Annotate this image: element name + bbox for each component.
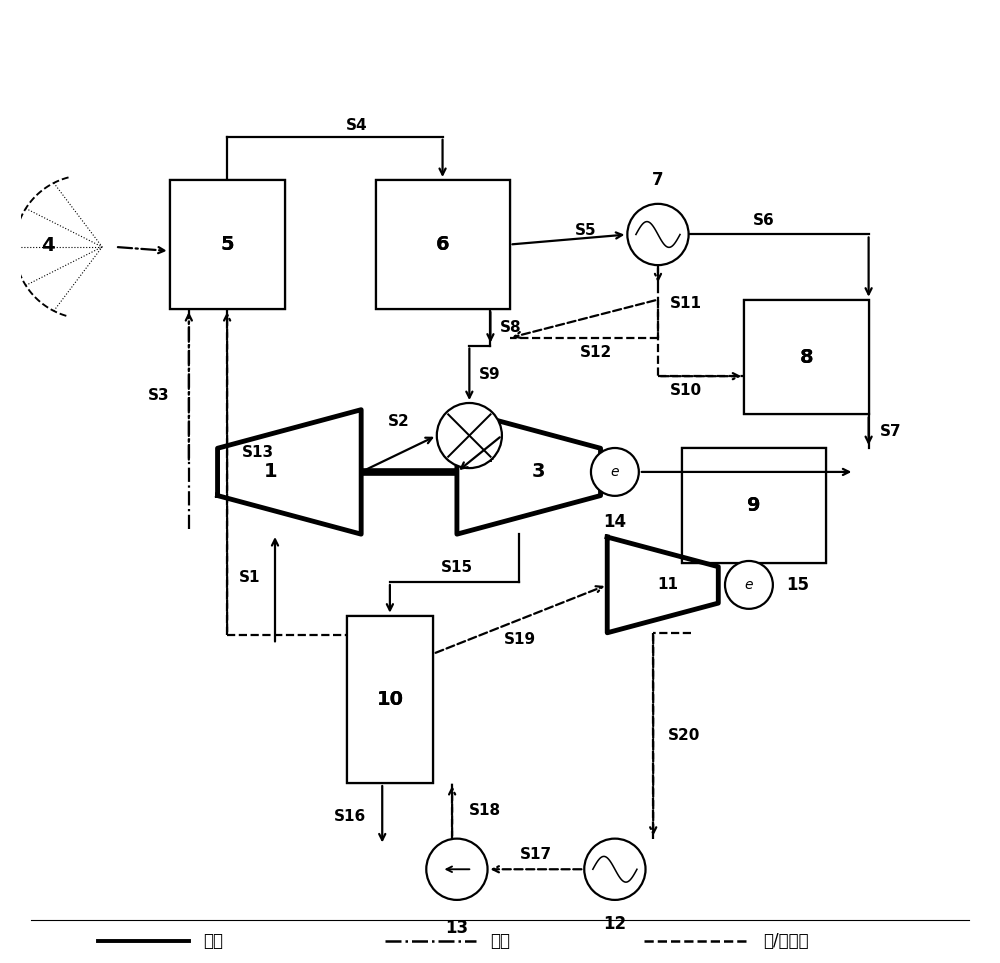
Text: 12: 12: [603, 915, 626, 933]
Text: 4: 4: [41, 236, 55, 254]
Circle shape: [591, 448, 639, 496]
Text: 10: 10: [376, 690, 403, 709]
Text: S1: S1: [239, 570, 261, 585]
Circle shape: [426, 839, 488, 899]
Circle shape: [437, 403, 502, 468]
Text: 甲醇: 甲醇: [490, 932, 510, 950]
Text: S21: S21: [728, 450, 760, 465]
Text: e: e: [611, 465, 619, 479]
Polygon shape: [457, 409, 601, 534]
Text: 气体: 气体: [203, 932, 223, 950]
Text: S11: S11: [669, 296, 701, 311]
Text: 7: 7: [652, 170, 664, 189]
Text: S9: S9: [479, 367, 501, 381]
Polygon shape: [607, 537, 718, 633]
Text: 水/水蔮气: 水/水蔮气: [763, 932, 809, 950]
Bar: [347, 615, 433, 783]
Text: S2: S2: [388, 414, 410, 429]
Text: 8: 8: [800, 348, 813, 367]
Polygon shape: [218, 409, 361, 534]
Text: 3: 3: [532, 462, 545, 482]
Circle shape: [725, 561, 773, 609]
Text: S13: S13: [241, 445, 274, 460]
Text: 9: 9: [747, 496, 760, 515]
Bar: [744, 299, 869, 414]
Bar: [682, 448, 826, 563]
Text: S4: S4: [346, 117, 367, 133]
Text: S10: S10: [669, 383, 702, 398]
Text: S6: S6: [752, 213, 774, 227]
Text: S12: S12: [580, 345, 612, 360]
Text: 10: 10: [376, 690, 403, 709]
Text: S16: S16: [334, 809, 366, 824]
Text: 8: 8: [800, 348, 813, 367]
Text: S17: S17: [520, 847, 552, 863]
Text: S20: S20: [668, 728, 700, 743]
Bar: [170, 180, 285, 309]
Text: S8: S8: [500, 320, 522, 335]
Text: S15: S15: [441, 560, 473, 575]
Bar: [347, 615, 433, 783]
Text: 6: 6: [436, 235, 449, 254]
Text: S5: S5: [575, 222, 597, 238]
Circle shape: [627, 204, 689, 265]
Text: 9: 9: [747, 496, 760, 515]
Bar: [170, 180, 285, 309]
Text: 1: 1: [263, 462, 277, 482]
Text: S7: S7: [880, 424, 902, 439]
Bar: [376, 180, 510, 309]
Text: 2: 2: [464, 487, 475, 506]
Text: S14: S14: [463, 450, 495, 465]
Text: 15: 15: [786, 576, 809, 594]
Text: 5: 5: [220, 235, 234, 254]
Bar: [376, 180, 510, 309]
Text: S3: S3: [148, 388, 170, 403]
Bar: [744, 299, 869, 414]
Text: 6: 6: [436, 235, 449, 254]
Text: 11: 11: [657, 578, 678, 592]
Circle shape: [584, 839, 646, 899]
Bar: [682, 448, 826, 563]
Text: 5: 5: [220, 235, 234, 254]
Text: 14: 14: [603, 513, 626, 532]
Text: S18: S18: [468, 803, 501, 819]
Text: S19: S19: [504, 632, 536, 647]
Text: 13: 13: [445, 919, 468, 937]
Text: e: e: [745, 578, 753, 592]
